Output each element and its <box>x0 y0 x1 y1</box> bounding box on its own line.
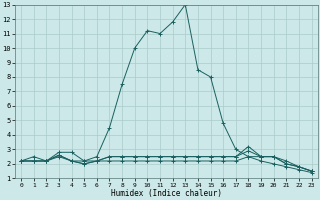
X-axis label: Humidex (Indice chaleur): Humidex (Indice chaleur) <box>111 189 222 198</box>
